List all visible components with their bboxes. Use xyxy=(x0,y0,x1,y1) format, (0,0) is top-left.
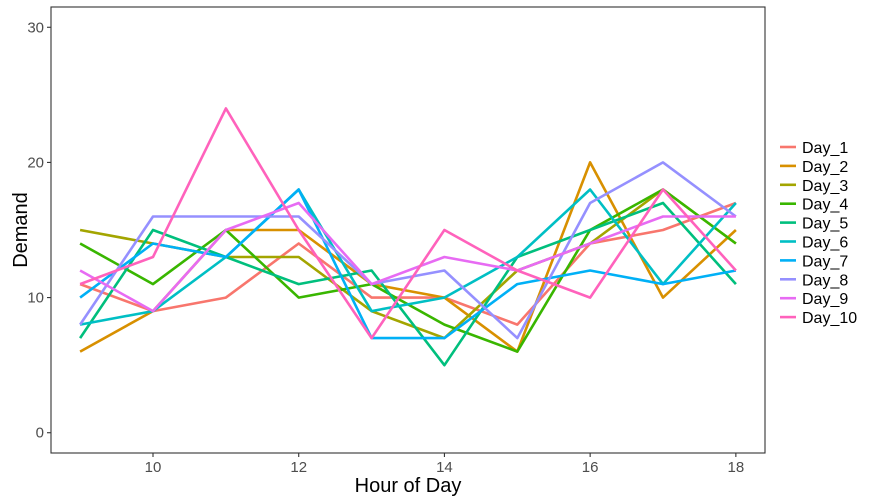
x-axis-title: Hour of Day xyxy=(355,475,462,497)
legend-item: Day_7 xyxy=(780,253,848,270)
y-axis-ticks: 0 10 20 30 xyxy=(27,19,51,442)
legend-label: Day_1 xyxy=(802,140,848,157)
x-tick-label: 18 xyxy=(728,459,745,476)
series-line-day-6 xyxy=(79,188,737,326)
legend-label: Day_7 xyxy=(802,253,848,270)
legend-label: Day_5 xyxy=(802,216,848,233)
plot-panel xyxy=(51,7,765,453)
legend-item: Day_10 xyxy=(780,310,857,327)
series-line-day-9 xyxy=(79,201,736,313)
legend-label: Day_3 xyxy=(802,178,848,195)
legend-label: Day_6 xyxy=(802,235,848,252)
legend-item: Day_6 xyxy=(780,235,848,252)
legend-item: Day_8 xyxy=(780,272,848,289)
legend-label: Day_4 xyxy=(802,197,848,214)
y-tick-label: 0 xyxy=(36,425,44,442)
y-tick-label: 30 xyxy=(27,19,44,36)
legend-item: Day_5 xyxy=(780,216,848,233)
legend-label: Day_2 xyxy=(802,159,848,176)
x-tick-label: 12 xyxy=(290,459,307,476)
legend-item: Day_2 xyxy=(780,159,848,176)
series-lines xyxy=(79,107,737,367)
legend-item: Day_4 xyxy=(780,197,848,214)
plot-panel-border xyxy=(50,6,766,454)
series-line-day-10 xyxy=(79,107,737,340)
legend-label: Day_9 xyxy=(802,291,848,308)
legend-label: Day_10 xyxy=(802,310,857,327)
x-tick-label: 10 xyxy=(145,459,162,476)
y-tick-label: 10 xyxy=(27,290,44,307)
x-tick-label: 14 xyxy=(436,459,453,476)
y-tick-label: 20 xyxy=(27,154,44,171)
legend-item: Day_1 xyxy=(780,140,848,157)
legend-label: Day_8 xyxy=(802,272,848,289)
y-axis-title: Demand xyxy=(10,192,32,268)
series-line-day-8 xyxy=(79,161,737,340)
series-line-day-7 xyxy=(79,188,737,340)
x-tick-label: 16 xyxy=(582,459,599,476)
x-axis-ticks: 10 12 14 16 18 xyxy=(145,453,745,476)
series-line-day-5 xyxy=(79,201,737,367)
legend-item: Day_3 xyxy=(780,178,848,195)
legend-item: Day_9 xyxy=(780,291,848,308)
